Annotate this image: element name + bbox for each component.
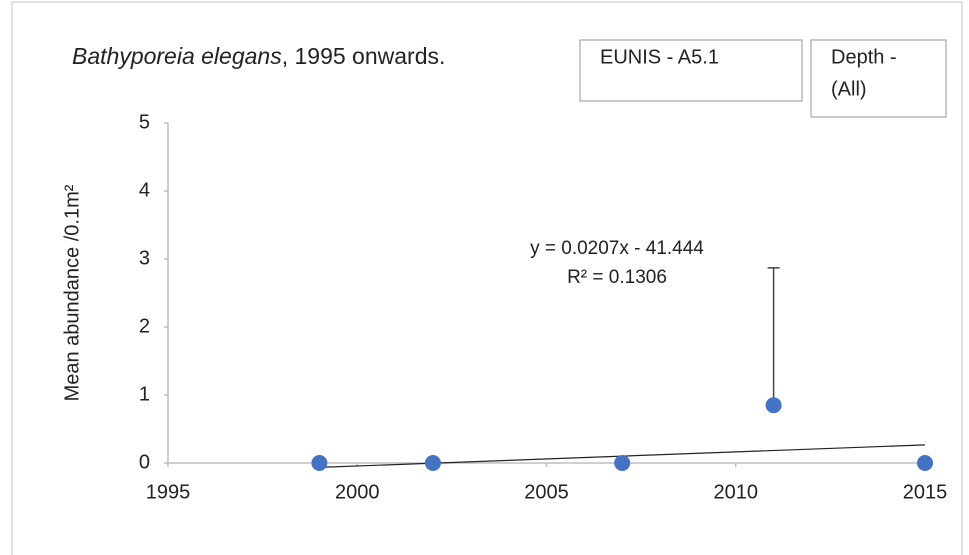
filter-button[interactable]: [810, 39, 947, 118]
filter-label: Depth -: [831, 46, 897, 68]
x-tick-label: 1995: [146, 481, 191, 503]
filter-button[interactable]: [579, 39, 803, 102]
y-tick-label: 2: [139, 315, 150, 337]
y-tick-label: 0: [139, 451, 150, 473]
data-point: [917, 455, 933, 471]
x-tick-label: 2010: [714, 481, 759, 503]
y-tick-label: 5: [139, 111, 150, 133]
filter-label: EUNIS - A5.1: [600, 46, 719, 68]
filter-label: (All): [831, 78, 867, 100]
y-tick-label: 1: [139, 383, 150, 405]
x-tick-label: 2000: [335, 481, 380, 503]
data-point: [311, 455, 328, 471]
data-point: [765, 397, 782, 414]
title-species: Bathyporeia elegans: [72, 43, 282, 69]
trendline-label: R² = 0.1306: [567, 267, 667, 288]
chart-title: Bathyporeia elegans, 1995 onwards.: [72, 43, 445, 69]
x-tick-label: 2005: [524, 481, 569, 503]
y-tick-label: 3: [139, 247, 150, 269]
trendline-label: y = 0.0207x - 41.444: [530, 238, 704, 259]
y-tick-label: 4: [139, 179, 150, 201]
data-point: [424, 455, 441, 471]
x-tick-label: 2015: [903, 481, 948, 503]
chart-frame: [11, 1, 963, 555]
y-axis-label: Mean abundance /0.1m²: [61, 184, 83, 401]
data-point: [614, 455, 631, 471]
title-suffix: , 1995 onwards.: [282, 43, 446, 69]
